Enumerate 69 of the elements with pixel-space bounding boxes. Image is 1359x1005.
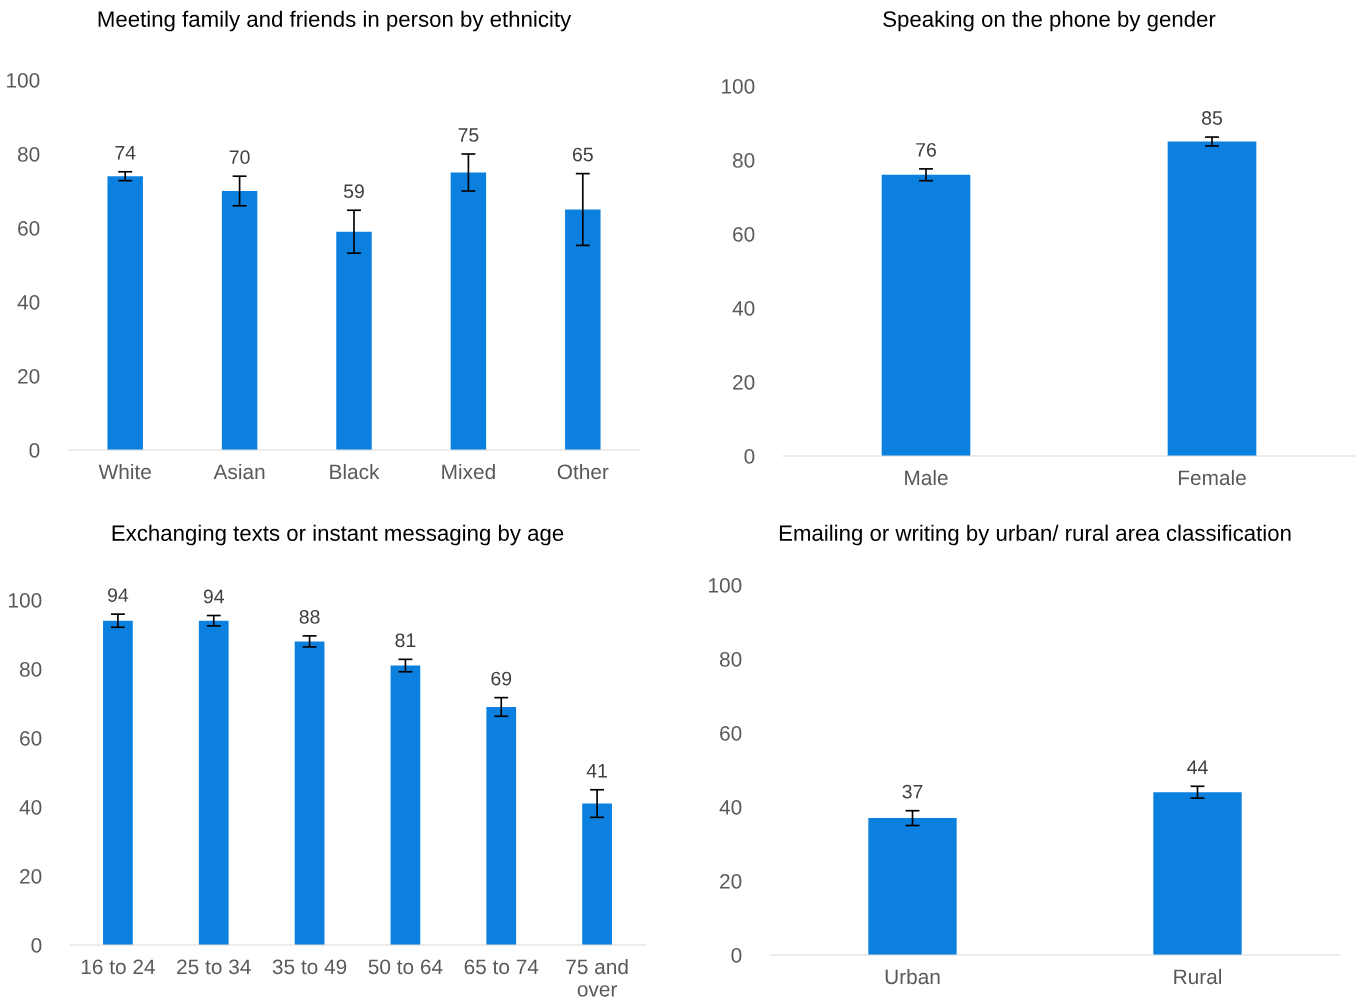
data-label: 37 <box>902 784 923 799</box>
data-label: 69 <box>491 671 512 686</box>
bar <box>198 620 229 945</box>
x-tick-label: Mixed <box>442 463 495 480</box>
y-tick-label: 60 <box>18 221 40 236</box>
y-tick-label: 80 <box>17 147 40 162</box>
bar <box>107 176 143 450</box>
data-label: 74 <box>115 146 136 160</box>
x-tick-label: Asian <box>213 463 265 480</box>
data-label: 41 <box>586 764 607 778</box>
data-label: 75 <box>458 128 479 142</box>
data-label: 81 <box>395 633 416 648</box>
bar <box>450 172 487 450</box>
x-tick-label: 75 and over <box>566 958 628 997</box>
y-tick-label: 0 <box>731 948 742 963</box>
y-tick-label: 100 <box>709 578 742 593</box>
bar <box>565 209 601 450</box>
data-label: 85 <box>1202 111 1222 125</box>
x-tick-label: Urban <box>885 968 940 985</box>
data-label: 59 <box>343 184 364 199</box>
x-tick-label: White <box>98 463 151 480</box>
data-label: 70 <box>229 150 250 165</box>
x-tick-label: 35 to 49 <box>272 959 347 975</box>
y-tick-label: 40 <box>19 800 42 815</box>
data-label: 44 <box>1187 760 1208 774</box>
bar <box>390 665 421 945</box>
bar <box>221 191 258 450</box>
x-tick-label: 16 to 24 <box>81 959 155 975</box>
chart-title: Meeting family and friends in person by ethnicity <box>98 10 572 32</box>
y-tick-label: 40 <box>719 800 742 815</box>
data-label: 94 <box>108 588 129 602</box>
y-tick-label: 0 <box>29 443 40 458</box>
y-tick-label: 0 <box>31 938 42 953</box>
bar <box>486 706 517 945</box>
bar <box>103 620 133 945</box>
x-tick-label: 65 to 74 <box>464 959 539 975</box>
y-tick-label: 60 <box>733 227 755 242</box>
y-tick-label: 100 <box>9 593 42 608</box>
y-tick-label: 80 <box>19 662 42 677</box>
x-tick-label: Black <box>330 463 380 480</box>
y-tick-label: 40 <box>17 295 40 310</box>
chart-title: Emailing or writing by urban/ rural area classification <box>779 524 1291 546</box>
x-tick-label: Other <box>557 463 609 480</box>
x-tick-label: Rural <box>1174 968 1221 985</box>
x-tick-label: Male <box>905 469 948 486</box>
data-label: 65 <box>572 147 593 162</box>
bar <box>294 641 325 945</box>
bar <box>336 231 372 450</box>
x-tick-label: 25 to 34 <box>177 959 251 975</box>
y-tick-label: 0 <box>744 449 755 464</box>
data-label: 94 <box>203 589 224 604</box>
chart-title: Exchanging texts or instant messaging by age <box>112 524 564 546</box>
y-tick-label: 60 <box>720 726 742 741</box>
y-tick-label: 40 <box>732 301 755 316</box>
y-tick-label: 20 <box>20 869 42 884</box>
data-label: 88 <box>299 609 320 624</box>
bar <box>582 803 612 945</box>
y-tick-label: 100 <box>7 73 40 88</box>
chart-title: Speaking on the phone by gender <box>883 10 1216 32</box>
y-tick-label: 20 <box>733 375 755 390</box>
y-tick-label: 80 <box>732 153 755 168</box>
x-tick-label: 50 to 64 <box>368 959 443 975</box>
x-tick-label: Female <box>1178 469 1246 486</box>
y-tick-label: 20 <box>18 369 40 384</box>
y-tick-label: 100 <box>722 79 755 94</box>
data-label: 76 <box>916 142 936 157</box>
y-tick-label: 20 <box>720 874 742 889</box>
y-tick-label: 80 <box>719 652 742 667</box>
y-tick-label: 60 <box>20 731 42 746</box>
